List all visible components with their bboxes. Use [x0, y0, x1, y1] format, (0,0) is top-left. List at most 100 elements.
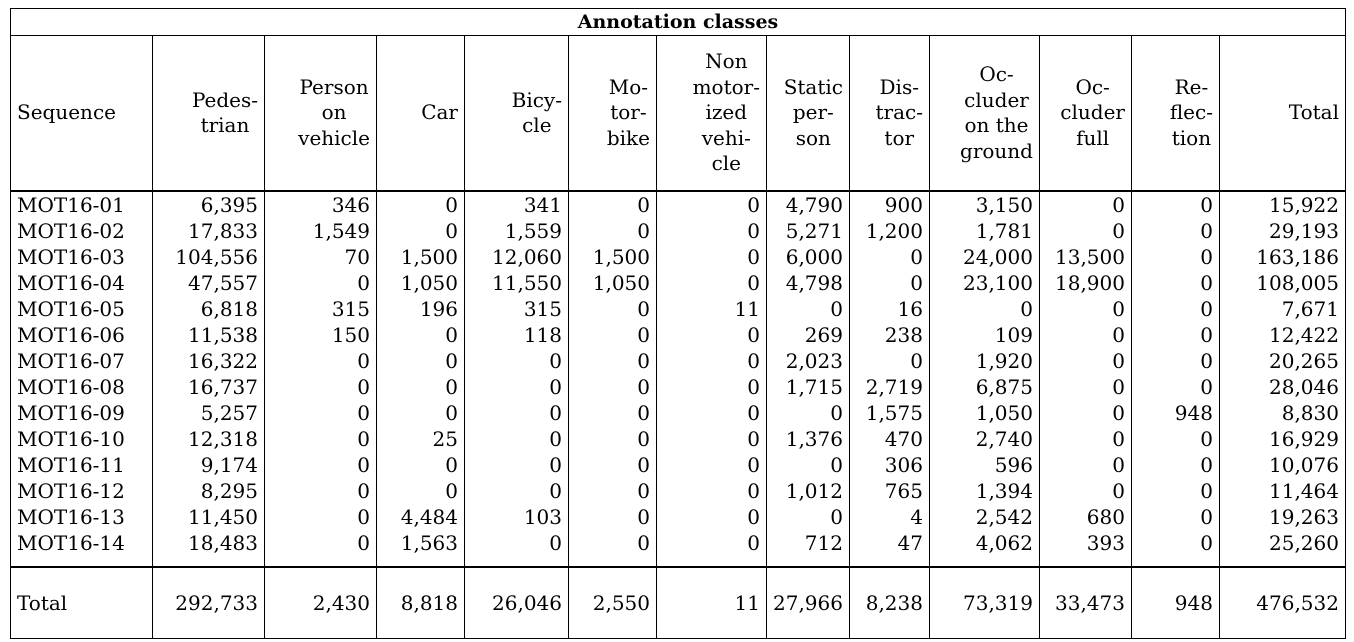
column-header-distractor: Dis-trac-tor	[848, 35, 930, 192]
value-cell-total: 8,830	[1218, 400, 1346, 426]
table-row: MOT16-12 8,295 0 0 0 0 0 1,012 765 1,394 0 0 11,464	[10, 478, 1346, 504]
value-cell-person_on_vehicle: 1,549	[264, 218, 377, 244]
value-cell-pedestrian: 5,257	[152, 400, 265, 426]
value-cell-person_on_vehicle: 70	[264, 244, 377, 270]
value-cell-reflection: 0	[1130, 190, 1220, 218]
value-cell-bicycle: 11,550	[464, 270, 569, 296]
value-cell-non_motorized_vehicle: 11	[656, 296, 767, 322]
value-cell-non_motorized_vehicle: 0	[656, 322, 767, 348]
value-cell-person_on_vehicle: 0	[264, 426, 377, 452]
column-header-line: Non	[705, 49, 748, 74]
column-header-line: Person	[299, 74, 369, 99]
value-cell-occluder_ground: 1,050	[928, 400, 1040, 426]
column-header-line: Sequence	[17, 100, 116, 125]
value-cell-reflection: 0	[1130, 452, 1220, 478]
value-cell-non_motorized_vehicle: 0	[656, 374, 767, 400]
column-header-bicycle: Bicy-cle	[464, 35, 569, 192]
value-cell-car: 1,563	[376, 530, 465, 556]
value-cell-occluder_full: 0	[1038, 478, 1132, 504]
sequence-cell: MOT16-10	[10, 426, 153, 452]
column-header-line: cle	[711, 151, 742, 176]
value-cell-static_person: 4,798	[766, 270, 850, 296]
value-cell-bicycle: 1,559	[464, 218, 569, 244]
value-cell-occluder_ground: 6,875	[928, 374, 1040, 400]
value-cell-reflection: 0	[1130, 322, 1220, 348]
column-header-line: cle	[522, 113, 552, 137]
value-cell-occluder_ground: 23,100	[928, 270, 1040, 296]
value-cell-non_motorized_vehicle: 0	[656, 530, 767, 556]
value-cell-person_on_vehicle: 0	[264, 348, 377, 374]
value-cell-non_motorized_vehicle: 0	[656, 190, 767, 218]
column-header-person_on_vehicle: Person on vehicle	[264, 35, 377, 192]
value-cell-reflection: 0	[1130, 374, 1220, 400]
column-header-line: Oc-	[1075, 74, 1110, 99]
value-cell-static_person: 269	[766, 322, 850, 348]
column-header-car: Car	[376, 35, 465, 192]
column-header-line: Mo-	[608, 74, 649, 99]
value-cell-occluder_ground: 3,150	[928, 190, 1040, 218]
annotation-table-container: Annotation classes Sequence Pedes-trian Pe…	[10, 8, 1346, 639]
value-cell-motorbike: 0	[568, 218, 657, 244]
value-cell-static_person: 0	[766, 296, 850, 322]
value-cell-distractor: 900	[848, 190, 930, 218]
value-cell-motorbike: 0	[568, 190, 657, 218]
sequence-cell: MOT16-12	[10, 478, 153, 504]
value-cell-total: 15,922	[1218, 190, 1346, 218]
sequence-cell: MOT16-05	[10, 296, 153, 322]
value-cell-occluder_ground: 4,062	[928, 530, 1040, 556]
value-cell-person_on_vehicle: 0	[264, 478, 377, 504]
table-row: MOT16-03 104,556 70 1,500 12,060 1,500 0 6,000 0…	[10, 244, 1346, 270]
value-cell-total: 29,193	[1218, 218, 1346, 244]
value-cell-non_motorized_vehicle: 0	[656, 426, 767, 452]
column-header-line: trian	[200, 113, 250, 137]
column-header-sequence: Sequence	[10, 35, 153, 192]
value-cell-distractor: 470	[848, 426, 930, 452]
column-header-line: flec-	[1169, 100, 1213, 125]
value-cell-occluder_full: 0	[1038, 190, 1132, 218]
table-row: MOT16-14 18,483 0 1,563 0 0 0 712 47 4,062 393 0 25,…	[10, 530, 1346, 556]
column-header-line: trac-	[875, 100, 923, 125]
total-label: Total	[10, 566, 153, 639]
table-row: MOT16-08 16,737 0 0 0 0 0 1,715 2,719 6,875 0 0 28,0…	[10, 374, 1346, 400]
value-cell-occluder_full: 0	[1038, 374, 1132, 400]
value-cell-static_person: 0	[766, 400, 850, 426]
table-body: MOT16-01 6,395 346 0 341 0 0 4,790 900 3,150 0 0 15,…	[10, 190, 1346, 556]
value-cell-occluder_ground: 109	[928, 322, 1040, 348]
sequence-cell: MOT16-08	[10, 374, 153, 400]
value-cell-distractor: 306	[848, 452, 930, 478]
value-cell-motorbike: 0	[568, 400, 657, 426]
value-cell-person_on_vehicle: 0	[264, 504, 377, 530]
value-cell-motorbike: 0	[568, 452, 657, 478]
value-cell-occluder_full: 18,900	[1038, 270, 1132, 296]
value-cell-reflection: 0	[1130, 478, 1220, 504]
value-cell-non_motorized_vehicle: 0	[656, 270, 767, 296]
value-cell-car: 0	[376, 374, 465, 400]
value-cell-reflection: 0	[1130, 530, 1220, 556]
value-cell-car: 1,500	[376, 244, 465, 270]
sequence-cell: MOT16-03	[10, 244, 153, 270]
value-cell-occluder_full: 13,500	[1038, 244, 1132, 270]
value-cell-pedestrian: 47,557	[152, 270, 265, 296]
value-cell-distractor: 0	[848, 348, 930, 374]
value-cell-total: 25,260	[1218, 530, 1346, 556]
value-cell-total: 163,186	[1218, 244, 1346, 270]
column-header-line: tor-	[610, 100, 647, 125]
value-cell-person_on_vehicle: 0	[264, 400, 377, 426]
total-cell-motorbike: 2,550	[568, 566, 657, 639]
value-cell-occluder_ground: 2,542	[928, 504, 1040, 530]
spacer-row	[10, 556, 1346, 568]
value-cell-occluder_full: 0	[1038, 400, 1132, 426]
table-row: MOT16-05 6,818 315 196 315 0 11 0 16 0 0 0 7,671	[10, 296, 1346, 322]
value-cell-person_on_vehicle: 150	[264, 322, 377, 348]
total-cell-occluder_ground: 73,319	[928, 566, 1040, 639]
value-cell-pedestrian: 17,833	[152, 218, 265, 244]
value-cell-distractor: 765	[848, 478, 930, 504]
column-header-line: Re-	[1174, 74, 1209, 99]
column-header-line: ized	[705, 100, 748, 125]
value-cell-car: 0	[376, 322, 465, 348]
value-cell-car: 0	[376, 190, 465, 218]
value-cell-pedestrian: 6,395	[152, 190, 265, 218]
value-cell-static_person: 0	[766, 452, 850, 478]
value-cell-occluder_ground: 596	[928, 452, 1040, 478]
total-cell-car: 8,818	[376, 566, 465, 639]
